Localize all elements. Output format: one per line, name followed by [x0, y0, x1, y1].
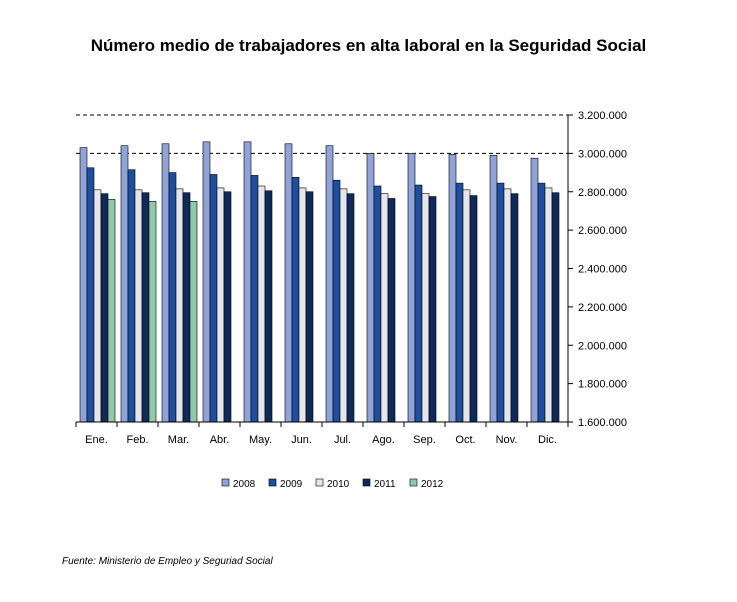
- legend-label: 2011: [374, 479, 396, 490]
- legend: 2008 2009 2010 2011 2012: [221, 478, 444, 490]
- bar: [462, 189, 471, 423]
- bar: [298, 187, 307, 423]
- legend-label: 2010: [327, 479, 350, 490]
- bar: [189, 201, 198, 423]
- bar: [510, 193, 519, 423]
- bar: [141, 192, 150, 423]
- legend-swatch: [268, 478, 277, 487]
- bar: [161, 143, 170, 423]
- y-tick-label: 3.000.000: [578, 148, 627, 160]
- chart-title: Número medio de trabajadores en alta lab…: [90, 36, 647, 55]
- legend-swatch: [221, 478, 230, 487]
- bar: [325, 145, 334, 423]
- bar: [284, 143, 293, 423]
- bar: [223, 191, 232, 423]
- axes: 1.600.000 1.800.000 2.000.000 2.200.000 2.40…: [75, 110, 627, 446]
- bar: [530, 157, 539, 423]
- bar: [100, 193, 109, 423]
- x-tick-label: Jun.: [291, 434, 312, 446]
- bar: [407, 153, 416, 423]
- bar: [503, 188, 512, 423]
- bar: [216, 187, 225, 423]
- x-tick-label: Abr.: [210, 434, 230, 446]
- bar: [209, 174, 218, 423]
- y-tick-label: 2.200.000: [578, 302, 627, 314]
- bar: [332, 179, 341, 423]
- y-tick-label: 1.800.000: [578, 379, 627, 391]
- bar: [544, 187, 553, 423]
- x-tick-label: Mar.: [168, 434, 189, 446]
- bar: [421, 193, 430, 423]
- x-tick-label: Oct.: [455, 434, 475, 446]
- y-tick-label: 2.800.000: [578, 187, 627, 199]
- x-tick-label: Ago.: [372, 434, 395, 446]
- x-tick-label: Jul.: [334, 434, 351, 446]
- bar: [134, 189, 143, 423]
- y-tick-label: 2.600.000: [578, 225, 627, 237]
- bar: [168, 172, 177, 423]
- legend-swatch: [409, 478, 418, 487]
- x-tick-label: Feb.: [126, 434, 148, 446]
- bar: [455, 182, 464, 423]
- x-tick-label: May.: [249, 434, 272, 446]
- y-tick-label: 1.600.000: [578, 417, 627, 429]
- bars: [79, 141, 560, 423]
- bar: [346, 193, 355, 423]
- bar: [305, 191, 314, 423]
- bar: [448, 154, 457, 423]
- y-tick-label: 2.400.000: [578, 264, 627, 276]
- bar: [366, 153, 375, 423]
- bar: [551, 192, 560, 423]
- bar: [489, 154, 498, 423]
- x-tick-label: Sep.: [413, 434, 436, 446]
- x-tick-label: Nov.: [496, 434, 518, 446]
- bar: [496, 182, 505, 423]
- bar: [339, 188, 348, 423]
- bar: [291, 177, 300, 423]
- bar: [79, 147, 88, 423]
- bar: [537, 182, 546, 423]
- bar: [127, 169, 136, 423]
- bar: [202, 141, 211, 423]
- legend-swatch: [315, 478, 324, 487]
- bar: [175, 188, 184, 423]
- bar: [387, 198, 396, 423]
- bar: [264, 190, 273, 423]
- bar: [182, 192, 191, 423]
- bar: [469, 195, 478, 423]
- bar: [428, 196, 437, 423]
- y-tick-label: 2.000.000: [578, 340, 627, 352]
- bar: [373, 185, 382, 423]
- bar: [243, 141, 252, 423]
- legend-swatch: [362, 478, 371, 487]
- source-note: Fuente: Ministerio de Empleo y Seguriad …: [62, 556, 273, 567]
- y-tick-label: 3.200.000: [578, 110, 627, 122]
- x-tick-label: Ene.: [85, 434, 108, 446]
- bar: [257, 185, 266, 423]
- legend-label: 2008: [233, 479, 256, 490]
- bar: [120, 145, 129, 423]
- bar: [86, 167, 95, 423]
- bar: [250, 175, 259, 423]
- legend-label: 2009: [280, 479, 303, 490]
- bar: [414, 184, 423, 423]
- bar: [107, 199, 116, 423]
- bar: [380, 193, 389, 423]
- bar: [93, 189, 102, 423]
- legend-label: 2012: [421, 479, 444, 490]
- bar: [148, 201, 157, 423]
- x-tick-label: Dic.: [538, 434, 557, 446]
- plot-area: [76, 114, 568, 154]
